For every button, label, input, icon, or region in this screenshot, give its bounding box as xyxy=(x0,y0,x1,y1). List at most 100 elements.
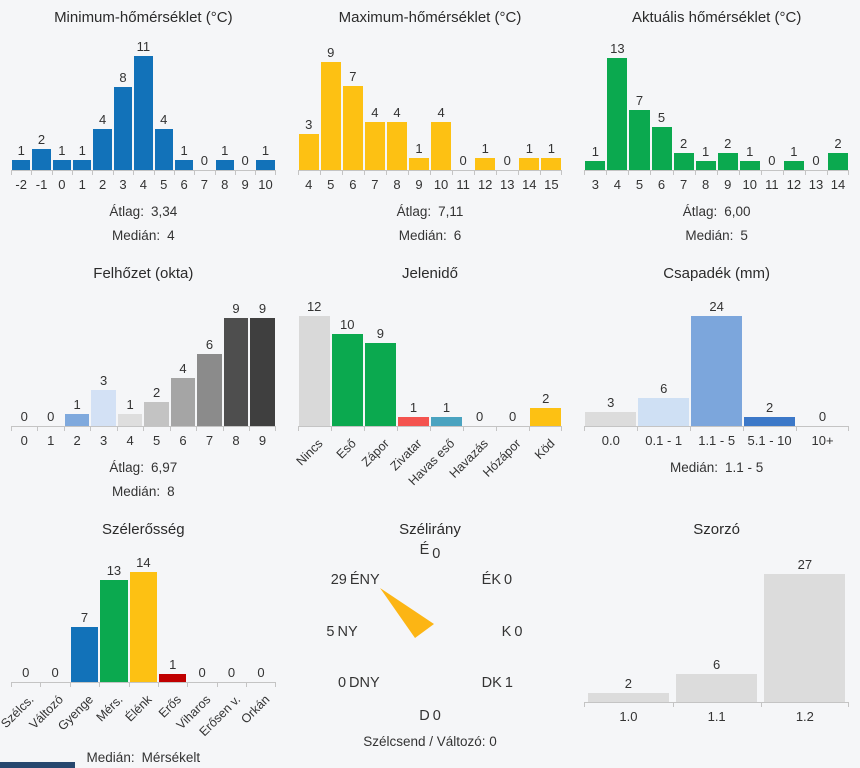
bar-value-label: 0 xyxy=(503,153,511,168)
bar-value-label: 1 xyxy=(126,397,134,412)
bar-value-label: 1 xyxy=(702,144,710,159)
bar-value-label: 4 xyxy=(437,105,445,120)
stat-label: Medián: xyxy=(112,228,161,243)
bar-value-label: 6 xyxy=(660,381,668,396)
bar-value-label: 1 xyxy=(180,143,188,158)
category-label-text: 13 xyxy=(500,177,515,192)
stat-value: 4 xyxy=(167,228,175,243)
category-label: 6 xyxy=(342,175,364,195)
axis-tick xyxy=(628,171,630,175)
category-label-text: 0.1 - 1 xyxy=(645,433,683,448)
category-label-text: 5 xyxy=(152,433,161,448)
axis-tick xyxy=(407,171,409,175)
bar-value-label: 2 xyxy=(542,391,550,406)
x-axis xyxy=(297,426,563,431)
axis-tick xyxy=(246,683,248,687)
category-label: 1.2 xyxy=(761,707,849,727)
axis-tick xyxy=(72,171,74,175)
bar-value-label: 8 xyxy=(119,70,127,85)
bar-slot: 6 xyxy=(637,381,690,426)
category-label-text: 1.2 xyxy=(795,709,814,724)
plot-area: 0 0 7 13 14 1 0 0 0 xyxy=(11,548,276,682)
bar-value-label: 3 xyxy=(607,395,615,410)
bar-value-label: 0 xyxy=(198,665,206,680)
bar-value-label: 0 xyxy=(22,665,30,680)
axis-tick xyxy=(518,171,520,175)
bar-value-label: 2 xyxy=(765,400,774,415)
category-label-text: 2 xyxy=(73,433,81,448)
direction-label: K xyxy=(501,624,512,640)
axis-tick xyxy=(37,427,39,431)
bar xyxy=(117,414,143,426)
bar-slot: 9 xyxy=(249,301,275,426)
category-label-text: 2 xyxy=(99,177,107,192)
chart-title: Minimum-hőmérséklet (°C) xyxy=(54,9,233,26)
category-label: 1.1 xyxy=(673,707,761,727)
direction-label: DK xyxy=(481,675,502,691)
bar-slot: 3 xyxy=(584,395,637,426)
wind-direction-se: DK 1 xyxy=(482,675,513,691)
category-label: 0.1 - 1 xyxy=(637,431,690,451)
category-label: 5.1 - 10 xyxy=(743,431,796,451)
bar-slot: 13 xyxy=(606,41,628,170)
axis-tick xyxy=(672,171,674,175)
bar-value-label: 1 xyxy=(481,141,489,156)
category-label-text: 10 xyxy=(433,177,449,192)
category-label-text: Nincs xyxy=(293,436,326,469)
stat-value: 6,00 xyxy=(724,204,751,219)
bar-slot: 0 xyxy=(805,153,827,170)
bar xyxy=(828,153,849,170)
chart-stats: Átlag: 6,97 Medián: 8 xyxy=(11,456,276,504)
direction-count: 5 xyxy=(326,624,335,640)
category-label: 4 xyxy=(133,175,153,195)
bar-slot: 3 xyxy=(90,373,116,426)
axis-tick xyxy=(222,427,224,431)
axis-tick xyxy=(694,171,696,175)
bar xyxy=(197,354,222,426)
bar xyxy=(386,122,407,170)
axis-tick xyxy=(143,427,145,431)
category-label: 12 xyxy=(474,175,496,195)
axis-tick xyxy=(637,427,639,431)
bar-value-label: 0 xyxy=(20,409,28,424)
stat-label: Medián: xyxy=(112,484,161,499)
category-label: 10 xyxy=(739,175,761,195)
chart-stats: Átlag: 3,34 Medián: 4 xyxy=(11,200,276,248)
axis-tick xyxy=(274,683,276,687)
bar-value-label: 13 xyxy=(106,563,122,578)
category-label: 1.1 - 5 xyxy=(690,431,743,451)
category-label-text: 11 xyxy=(765,177,779,192)
bar-slot: 0 xyxy=(496,409,529,426)
category-labels: 1.0 1.1 1.2 xyxy=(584,707,849,727)
category-label-text: 4 xyxy=(126,433,134,448)
category-label: 8 xyxy=(215,175,235,195)
bar-slot: 2 xyxy=(673,136,695,170)
category-label: 4 xyxy=(298,175,320,195)
stat-line: Átlag: 6,00 xyxy=(584,200,849,224)
bar-slot: 13 xyxy=(99,563,128,682)
bar xyxy=(215,160,234,170)
category-label: 5 xyxy=(320,175,342,195)
bar xyxy=(223,318,249,426)
category-label: 1.0 xyxy=(584,707,672,727)
bar-value-label: 0 xyxy=(509,409,517,424)
category-label: 5 xyxy=(143,431,169,451)
bar-slot: 2 xyxy=(584,676,672,702)
bar xyxy=(12,160,31,170)
category-label: 9 xyxy=(249,431,275,451)
bar-slot: 0 xyxy=(187,665,216,682)
plot-area: 1 2 1 1 4 8 11 4 1 0 1 0 1 xyxy=(11,36,276,170)
category-labels: 4 5 6 7 8 9 10 11 12 13 14 15 xyxy=(298,175,563,195)
category-label: 8 xyxy=(223,431,249,451)
axis-tick xyxy=(650,171,652,175)
chart-title: Csapadék (mm) xyxy=(663,265,770,282)
bar-slot: 0 xyxy=(194,153,214,170)
bar xyxy=(154,129,173,170)
bar xyxy=(93,129,112,170)
bar-slot: 0 xyxy=(217,665,246,682)
bar xyxy=(64,414,90,426)
bar-value-label: 9 xyxy=(232,301,240,316)
